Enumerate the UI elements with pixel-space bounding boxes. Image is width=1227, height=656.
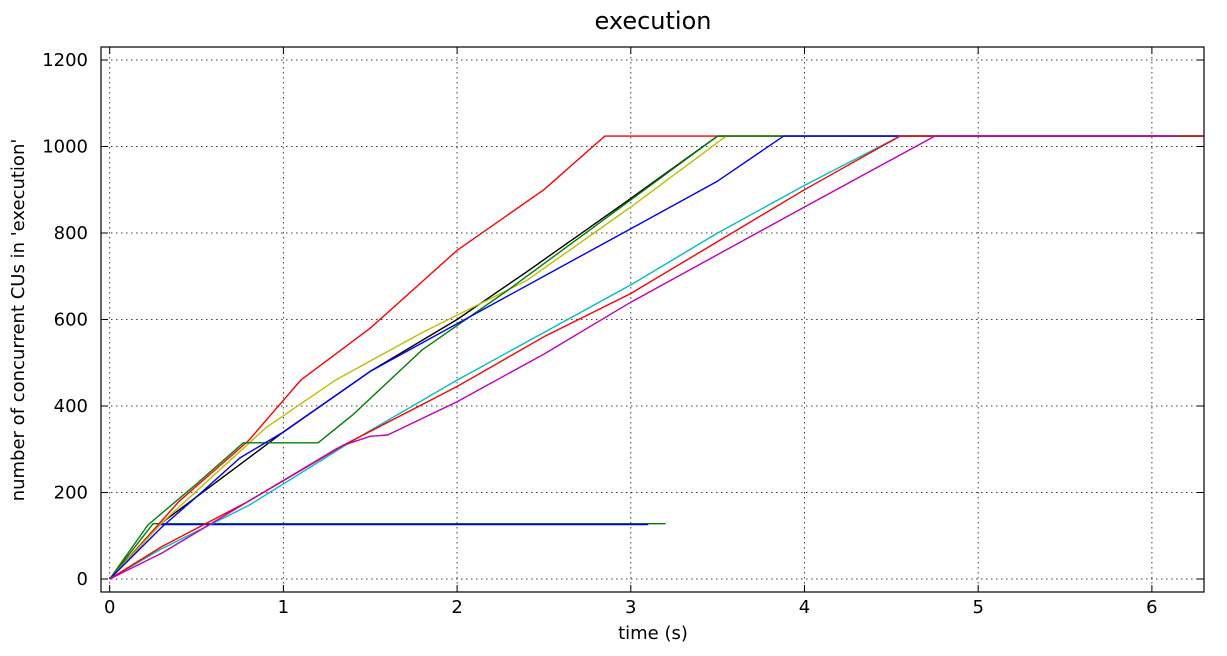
series-line-7 [109,135,1204,580]
y-tick-label: 400 [54,396,88,417]
series-line-5 [109,135,1204,580]
y-tick-label: 800 [54,223,88,244]
x-tick-label: 6 [1146,597,1157,618]
series-line-2 [109,523,649,580]
series-line-10 [109,135,1178,580]
x-tick-label: 2 [451,597,462,618]
x-tick-label: 3 [625,597,636,618]
series-layer [109,135,1204,580]
series-line-8 [109,135,1204,580]
y-tick-label: 600 [54,310,88,331]
y-tick-label: 1000 [42,136,88,157]
series-line-4 [109,135,1204,580]
x-tick-label: 4 [799,597,810,618]
x-tick-label: 0 [104,597,115,618]
grid-layer [101,47,1204,592]
series-line-6 [109,135,1204,580]
series-line-3 [109,135,1204,580]
y-axis-title: number of concurrent CUs in 'execution' [8,139,29,502]
y-tick-label: 0 [77,569,88,590]
series-line-9 [109,135,1204,580]
x-axis-title: time (s) [618,623,688,644]
y-tick-label: 200 [54,483,88,504]
chart-title: execution [595,7,712,35]
y-tick-label: 1200 [42,50,88,71]
series-line-1 [109,523,666,580]
x-tick-label: 1 [278,597,289,618]
tick-layer: 0 1 2 3 4 5 6 0 200 400 600 800 1000 1200 [42,47,1204,618]
x-tick-label: 5 [972,597,983,618]
